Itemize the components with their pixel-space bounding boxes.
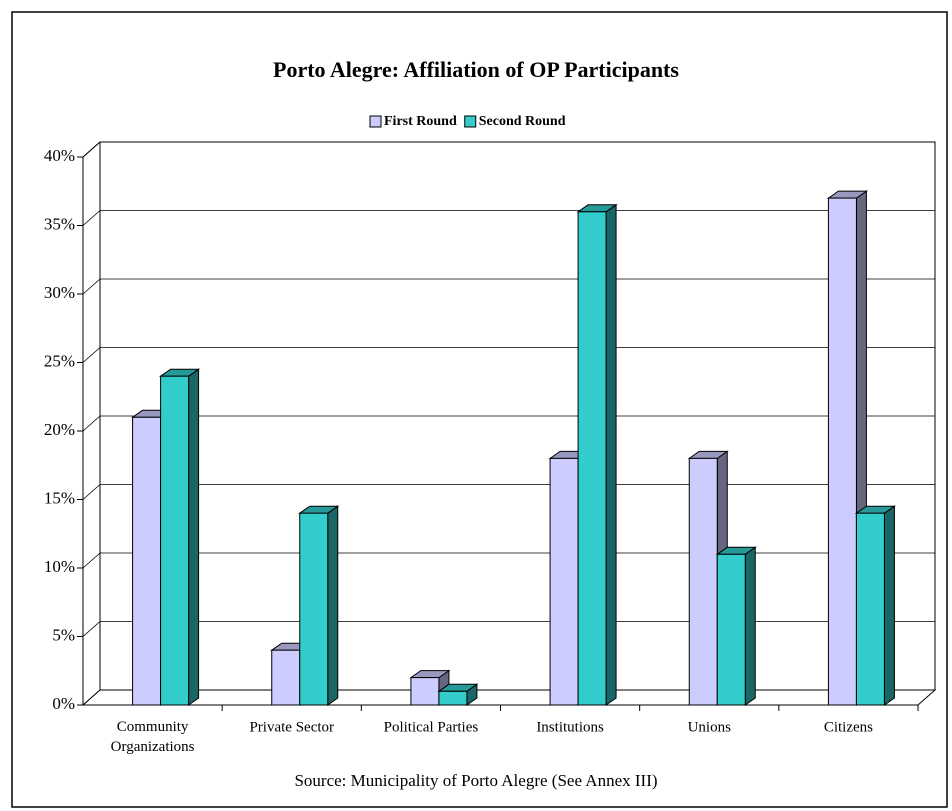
bar-front bbox=[716, 553, 746, 706]
bar bbox=[576, 203, 618, 706]
y-tick-label: 0% bbox=[52, 694, 75, 713]
bar-front bbox=[855, 512, 885, 706]
grid-line bbox=[82, 552, 935, 569]
bar-side bbox=[327, 505, 339, 706]
bar bbox=[854, 505, 897, 706]
source-note: Source: Municipality of Porto Alegre (Se… bbox=[294, 771, 657, 790]
bar-front bbox=[271, 649, 301, 706]
bar-front bbox=[299, 512, 329, 706]
bar-front bbox=[438, 690, 468, 706]
legend-swatch bbox=[464, 115, 477, 128]
grid-line bbox=[82, 141, 935, 158]
y-tick-label: 20% bbox=[44, 420, 75, 439]
bar bbox=[437, 683, 479, 706]
bar bbox=[298, 505, 340, 706]
x-tick-label: Institutions bbox=[536, 719, 604, 735]
legend-box bbox=[366, 112, 606, 132]
x-tick-label: Citizens bbox=[824, 719, 873, 735]
legend-label: First Round bbox=[384, 114, 457, 129]
bar bbox=[715, 546, 757, 706]
legend-label: Second Round bbox=[479, 114, 566, 129]
bar-front bbox=[577, 211, 607, 706]
bar-side bbox=[605, 203, 617, 706]
bar-front bbox=[410, 677, 440, 706]
y-tick-label: 15% bbox=[44, 488, 75, 507]
y-tick-label: 35% bbox=[44, 214, 75, 233]
grid-line bbox=[82, 621, 935, 637]
bar-side bbox=[744, 546, 756, 706]
bar-front bbox=[160, 375, 190, 706]
legend-swatch bbox=[369, 115, 382, 128]
y-tick-label: 30% bbox=[44, 283, 75, 302]
x-tick-label: Political Parties bbox=[384, 719, 479, 735]
x-tick-label: Private Sector bbox=[249, 719, 334, 735]
bar-front bbox=[549, 457, 579, 706]
bar bbox=[158, 368, 201, 706]
y-tick-label: 5% bbox=[52, 625, 75, 644]
bar-side bbox=[883, 505, 895, 706]
x-tick-label: Community Organizations bbox=[111, 719, 195, 755]
grid-line bbox=[82, 347, 935, 363]
grid-line bbox=[82, 415, 935, 432]
grid-line bbox=[82, 689, 935, 706]
bar-side bbox=[188, 368, 200, 706]
bar-front bbox=[827, 197, 857, 706]
grid-line bbox=[82, 210, 935, 226]
y-tick-label: 40% bbox=[44, 146, 75, 165]
floor bbox=[81, 689, 937, 706]
bar-front bbox=[688, 457, 718, 706]
grid-line bbox=[82, 484, 935, 500]
bar-front bbox=[132, 416, 162, 706]
grid-line bbox=[82, 278, 935, 295]
y-tick-label: 10% bbox=[44, 557, 75, 576]
y-tick-label: 25% bbox=[44, 351, 75, 370]
x-tick-label: Unions bbox=[688, 719, 732, 735]
chart-title: Porto Alegre: Affiliation of OP Particip… bbox=[273, 57, 679, 82]
